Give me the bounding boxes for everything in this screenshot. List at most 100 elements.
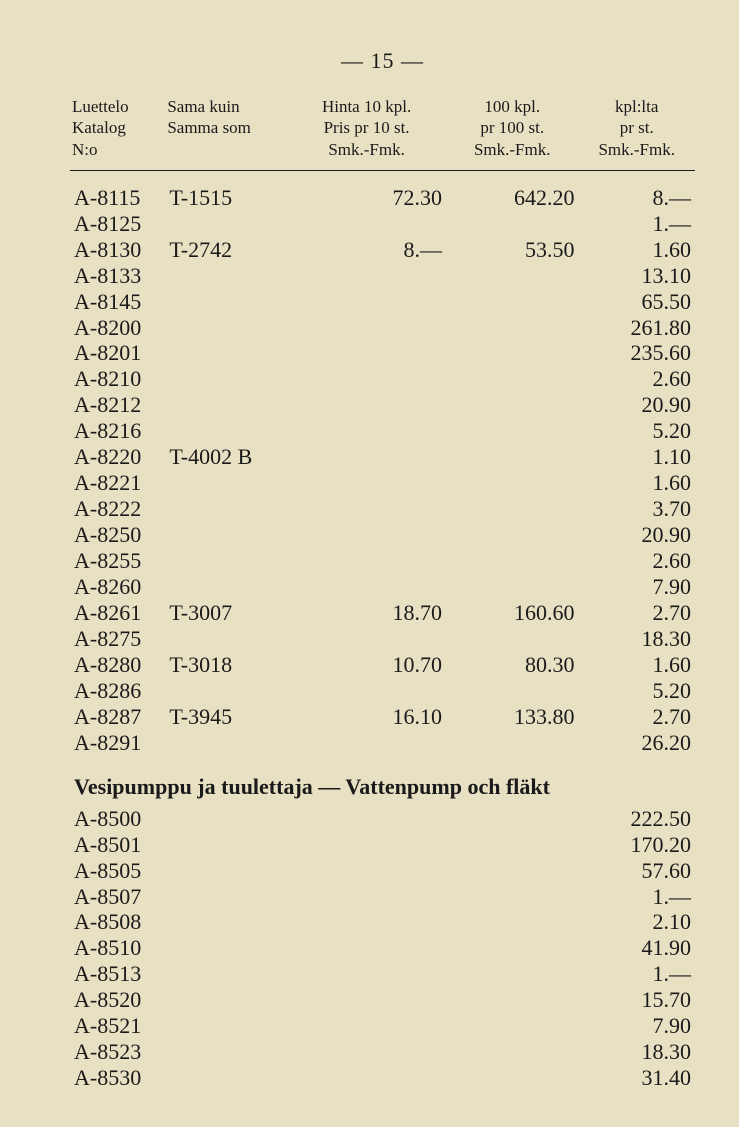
cell-p100 [446,315,578,341]
cell-p10: 8.— [287,237,446,263]
cell-p10 [287,678,446,704]
cell-cat: A-8500 [70,806,165,832]
table-row: A-850557.60 [70,858,695,884]
cell-unit: 7.90 [578,574,695,600]
table-row: A-8130T-27428.—53.501.60 [70,237,695,263]
cell-same [165,366,287,392]
cell-p100 [446,548,578,574]
table-row: A-8510 41.90 [70,935,695,961]
cell-p100 [446,263,578,289]
table-row: A-82102.60 [70,366,695,392]
cell-p100 [446,1013,578,1039]
cell-p10 [287,548,446,574]
cell-cat: A-8261 [70,600,165,626]
header-col3-line1: Hinta 10 kpl. [322,97,411,116]
cell-same [165,935,287,961]
cell-same [165,806,287,832]
cell-cat: A-8145 [70,289,165,315]
cell-same [165,548,287,574]
header-col4: 100 kpl. pr 100 st. Smk.-Fmk. [446,96,578,170]
cell-cat: A-8250 [70,522,165,548]
table-row: A-85082.10 [70,909,695,935]
cell-p10 [287,366,446,392]
section-heading-row: Vesipumppu ja tuulettaja — Vattenpump oc… [70,756,695,806]
cell-cat: A-8130 [70,237,165,263]
cell-unit: 41.90 [578,935,695,961]
header-col3: Hinta 10 kpl. Pris pr 10 st. Smk.-Fmk. [287,96,446,170]
cell-cat: A-8521 [70,1013,165,1039]
cell-same [165,1039,287,1065]
cell-unit: 261.80 [578,315,695,341]
cell-unit: 13.10 [578,263,695,289]
cell-unit: 170.20 [578,832,695,858]
cell-p10 [287,806,446,832]
table-row: A-82552.60 [70,548,695,574]
cell-p10 [287,987,446,1013]
cell-unit: 8.— [578,171,695,211]
cell-same [165,987,287,1013]
header-col1-line2: Katalog [72,118,126,137]
cell-p10 [287,626,446,652]
cell-same: T-3007 [165,600,287,626]
cell-p100 [446,392,578,418]
cell-unit: 222.50 [578,806,695,832]
cell-unit: 1.60 [578,470,695,496]
cell-p100 [446,470,578,496]
table-row: A-82865.20 [70,678,695,704]
table-row: A-825020.90 [70,522,695,548]
cell-cat: A-8200 [70,315,165,341]
cell-cat: A-8505 [70,858,165,884]
cell-same [165,678,287,704]
header-col5-line3: Smk.-Fmk. [598,140,675,159]
cell-unit: 5.20 [578,678,695,704]
cell-same [165,263,287,289]
header-col4-line1: 100 kpl. [484,97,540,116]
table-row: A-8201235.60 [70,340,695,366]
cell-cat: A-8280 [70,652,165,678]
table-row: A-827518.30 [70,626,695,652]
cell-p100 [446,1039,578,1065]
table-row: A-85071.— [70,884,695,910]
cell-unit: 15.70 [578,987,695,1013]
cell-cat: A-8220 [70,444,165,470]
table-row: A-85217.90 [70,1013,695,1039]
cell-unit: 2.10 [578,909,695,935]
cell-cat: A-8520 [70,987,165,1013]
cell-cat: A-8222 [70,496,165,522]
table-row: A-8220T-4002 B1.10 [70,444,695,470]
table-row: A-829126.20 [70,730,695,756]
cell-p100 [446,211,578,237]
cell-p100 [446,289,578,315]
cell-p10 [287,832,446,858]
cell-p100: 80.30 [446,652,578,678]
cell-p10 [287,315,446,341]
cell-unit: 235.60 [578,340,695,366]
table-row: A-82165.20 [70,418,695,444]
table-row: A-8261T-300718.70160.602.70 [70,600,695,626]
cell-cat: A-8115 [70,171,165,211]
cell-same: T-3945 [165,704,287,730]
cell-p10 [287,1013,446,1039]
cell-unit: 2.70 [578,600,695,626]
header-col5-line1: kpl:lta [615,97,658,116]
cell-cat: A-8125 [70,211,165,237]
cell-p100: 53.50 [446,237,578,263]
cell-p100 [446,884,578,910]
cell-p10 [287,211,446,237]
cell-cat: A-8210 [70,366,165,392]
cell-same [165,496,287,522]
cell-p100 [446,832,578,858]
table-row: A-8115T-151572.30642.208.— [70,171,695,211]
cell-p10: 10.70 [287,652,446,678]
cell-p100 [446,678,578,704]
cell-p100 [446,730,578,756]
cell-cat: A-8501 [70,832,165,858]
cell-same [165,1065,287,1091]
cell-same [165,626,287,652]
cell-p10 [287,730,446,756]
cell-p100 [446,340,578,366]
section-heading: Vesipumppu ja tuulettaja — Vattenpump oc… [70,756,695,806]
table-row: A-853031.40 [70,1065,695,1091]
cell-p10 [287,263,446,289]
cell-cat: A-8510 [70,935,165,961]
